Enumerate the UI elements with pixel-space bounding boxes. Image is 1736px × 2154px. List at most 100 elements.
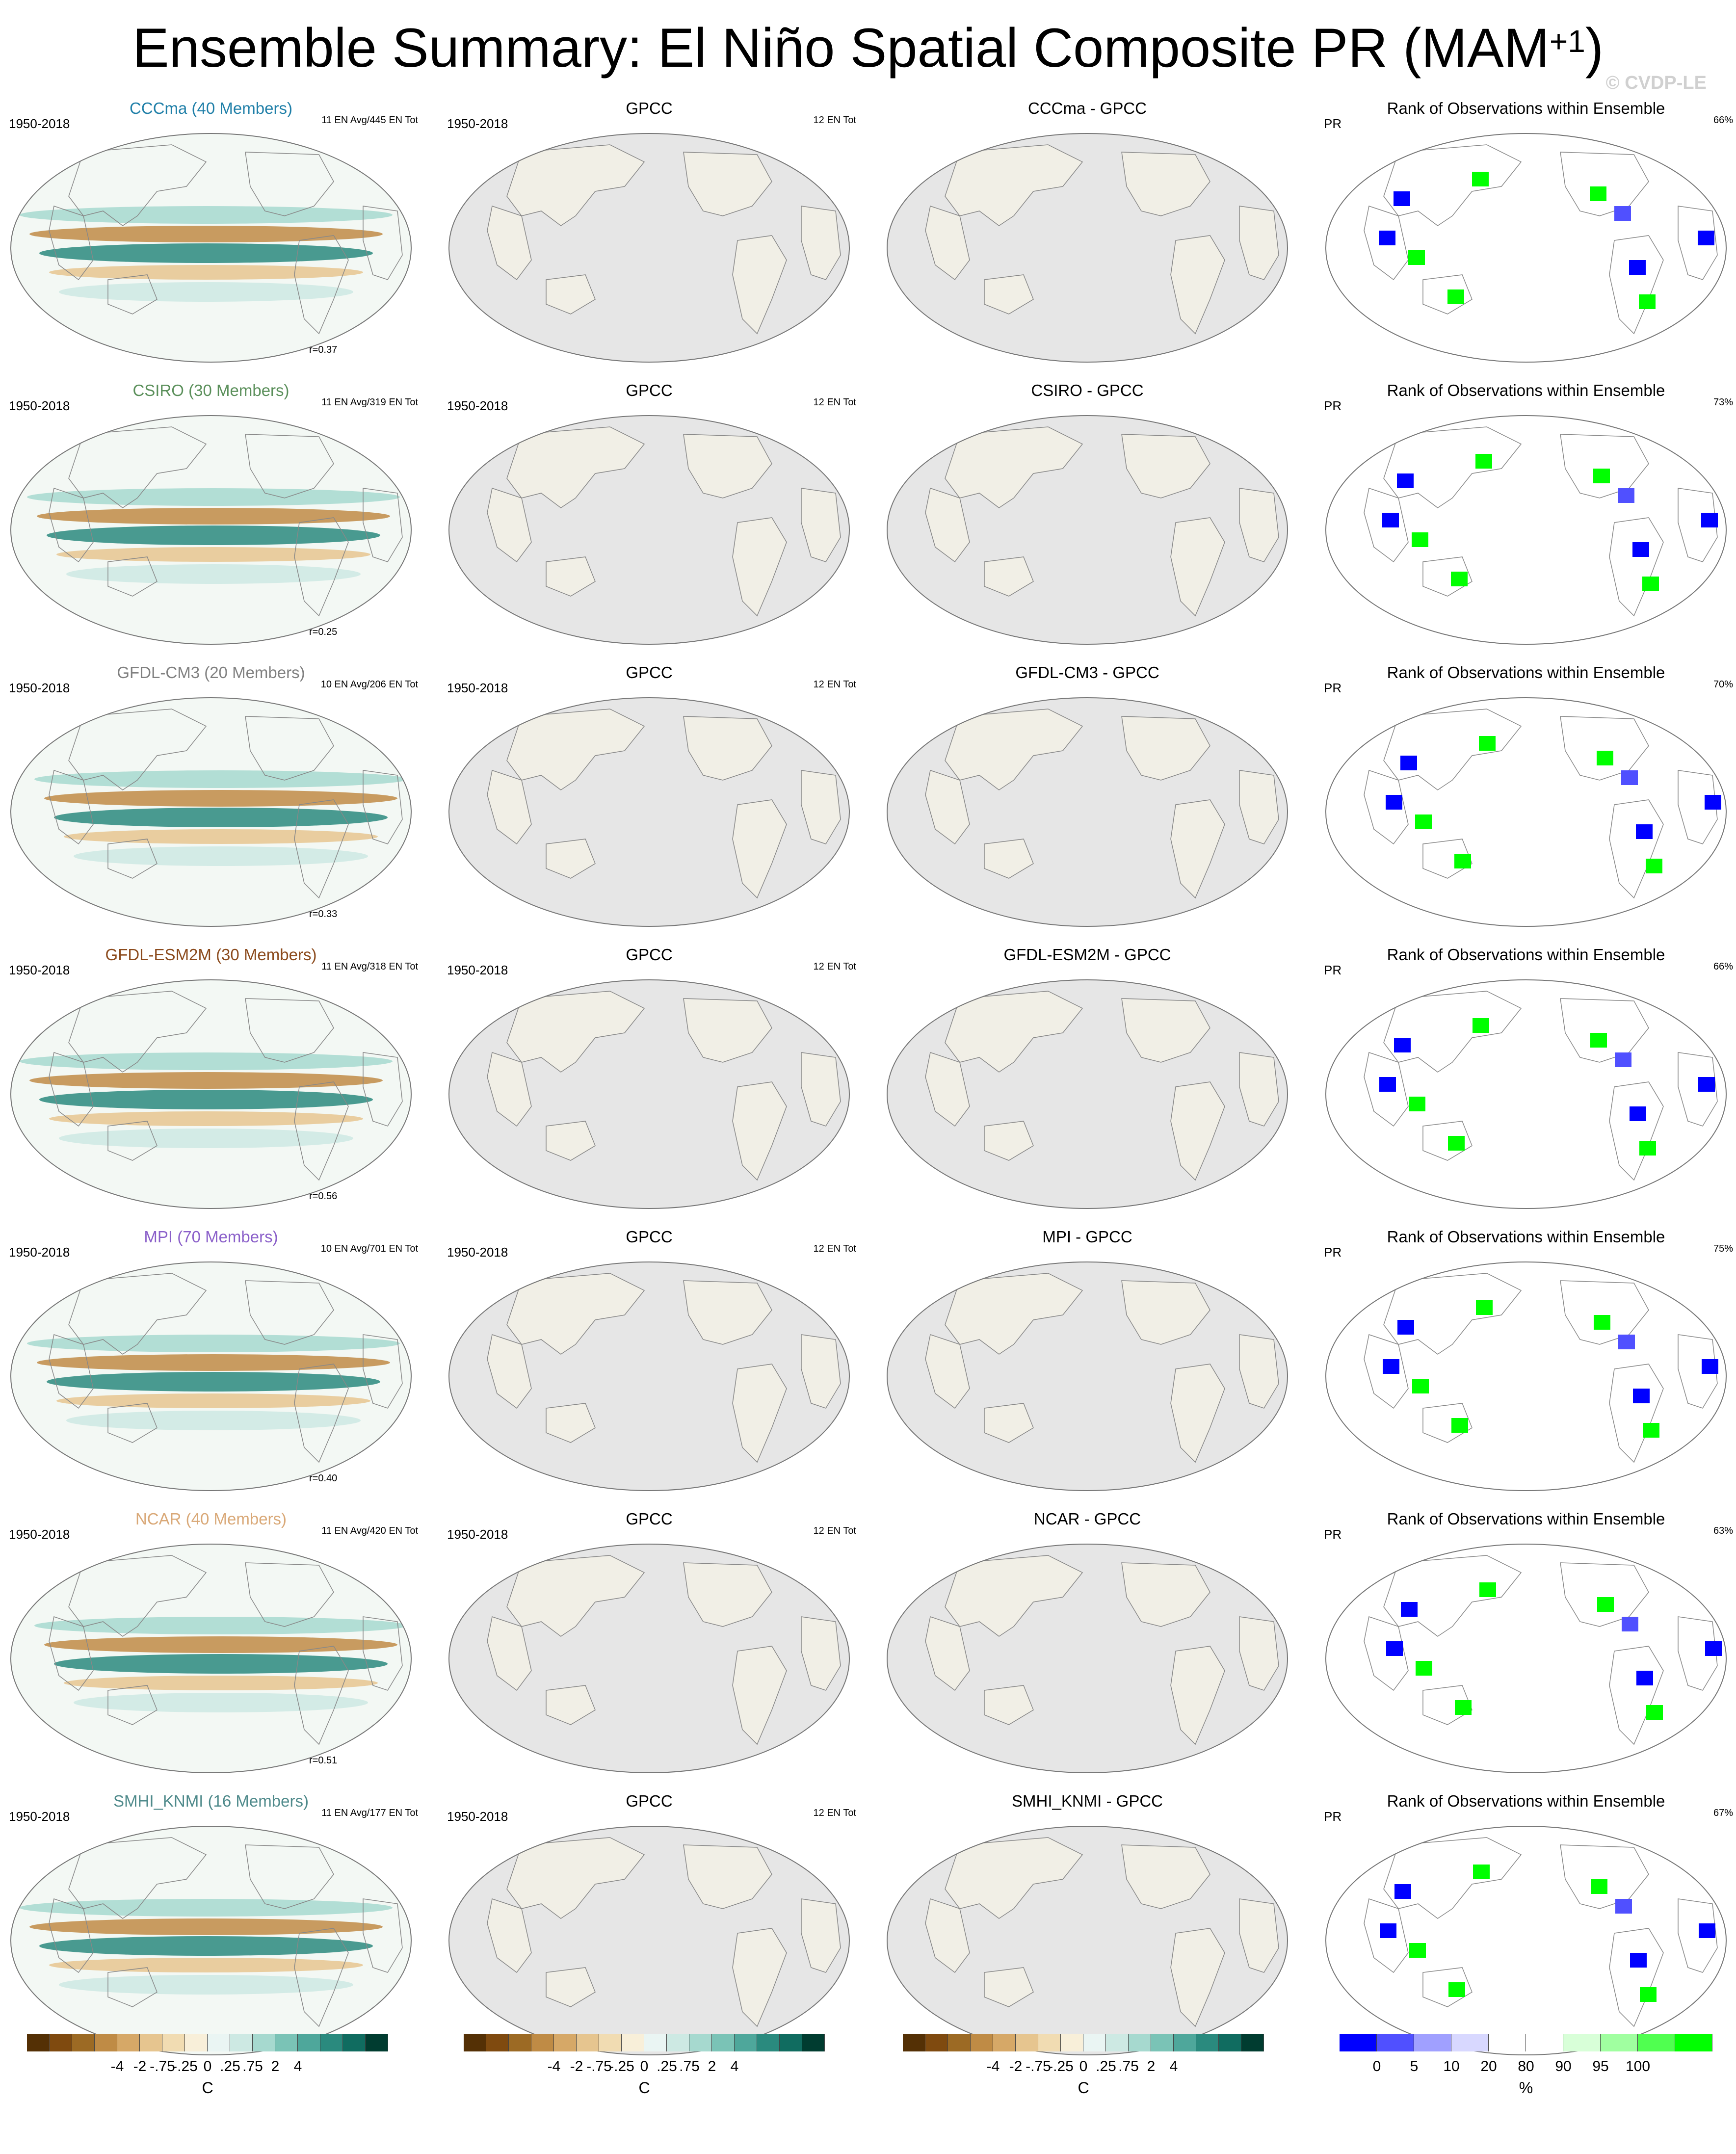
continent-outline [984, 274, 1034, 315]
model-map [10, 979, 412, 1209]
rank-cell [1451, 1418, 1468, 1433]
continent-outline [1383, 1273, 1522, 1355]
colorbar-tick-label: 5 [1410, 2058, 1419, 2075]
rank-cell [1639, 1141, 1656, 1156]
rank-cell [1591, 1879, 1607, 1894]
rank-map [1325, 1826, 1727, 2055]
colorbar-swatch [1414, 2034, 1451, 2051]
continent-outline [1239, 1052, 1279, 1127]
rank-title: Rank of Observations within Ensemble [1387, 1792, 1665, 1810]
colorbar-swatch [1196, 2034, 1219, 2051]
model-panel: GFDL-CM3 (20 Members) 1950-2018 10 EN Avg/… [0, 662, 422, 942]
continent-outline [49, 1334, 94, 1409]
en-info-label: 11 EN Avg/420 EN Tot [321, 1525, 418, 1536]
rank-panel: Rank of Observations within Ensemble PR 66… [1315, 98, 1736, 378]
rank-cell [1646, 859, 1662, 873]
rank-cell [1386, 1641, 1403, 1656]
rank-cell [1597, 751, 1613, 765]
map-border [887, 415, 1288, 645]
rank-panel: Rank of Observations within Ensemble PR 63… [1315, 1509, 1736, 1788]
diverging-colorbar: -4 -2 -.75 -.25 0 .25.75 2 4 C [903, 2034, 1276, 2107]
continent-outline [546, 1121, 596, 1161]
continent-outline [1422, 1967, 1473, 2007]
rank-cell [1639, 294, 1656, 309]
continent-outline [68, 426, 207, 508]
continent-outline [1383, 1837, 1522, 1919]
continent-outline [49, 206, 94, 281]
continent-outline [984, 839, 1034, 879]
map-background [1326, 1262, 1726, 1491]
figure-title: Ensemble Summary: El Niño Spatial Compos… [132, 17, 1604, 79]
map-border [448, 1544, 850, 1773]
difference-title: MPI - GPCC [1042, 1228, 1132, 1246]
map-border [887, 1261, 1288, 1491]
difference-panel: GFDL-ESM2M - GPCC [876, 945, 1298, 1224]
rank-title: Rank of Observations within Ensemble [1387, 99, 1665, 117]
model-title: GFDL-CM3 (20 Members) [117, 663, 305, 682]
colorbar-tick-label: -4 [547, 2058, 561, 2075]
map-border [10, 415, 412, 645]
continent-outline [1121, 716, 1210, 781]
continent-outline [1678, 770, 1718, 844]
continent-outline [984, 1403, 1034, 1443]
model-map [10, 133, 412, 363]
rank-cell [1473, 1865, 1490, 1879]
model-map [10, 1826, 412, 2055]
rank-cell [1408, 250, 1425, 265]
rank-cell [1473, 1018, 1489, 1033]
rank-cell [1705, 1641, 1722, 1656]
colorbar-tick-label: .75 [1118, 2058, 1139, 2075]
period-label: 1950-2018 [447, 963, 508, 977]
obs-map [448, 415, 850, 645]
obs-panel: GPCC 1950-2018 12 EN Tot [438, 380, 860, 660]
obs-panel: GPCC 1950-2018 12 EN Tot [438, 1791, 860, 2071]
model-title: GFDL-ESM2M (30 Members) [105, 946, 317, 964]
map-border [1325, 979, 1727, 1209]
rank-map [1325, 1261, 1727, 1491]
difference-title: GFDL-CM3 - GPCC [1015, 663, 1159, 682]
continent-outline [49, 770, 94, 845]
continent-outline [487, 1898, 532, 1973]
colorbar-tick-label: -.75 [586, 2058, 612, 2075]
rank-cell [1630, 1953, 1647, 1968]
colorbar-swatch [1377, 2034, 1414, 2051]
rank-cell [1699, 1923, 1715, 1938]
continent-outline [1170, 1364, 1225, 1463]
colorbar-swatch [925, 2034, 948, 2051]
continent-outline [945, 1273, 1083, 1355]
rank-cell [1701, 513, 1718, 527]
rank-title: Rank of Observations within Ensemble [1387, 381, 1665, 399]
continent-outline [1609, 1081, 1664, 1181]
rank-cell [1614, 206, 1631, 221]
continent-outline [732, 517, 787, 617]
rank-percent-label: 70% [1713, 679, 1733, 690]
anomaly-band [74, 846, 368, 866]
map-border [887, 1826, 1288, 2055]
continent-outline [1678, 206, 1718, 280]
map-border [1325, 415, 1727, 645]
continent-outline [1170, 517, 1225, 617]
obs-title: GPCC [626, 1510, 673, 1528]
pattern-correlation: r=0.56 [309, 1191, 338, 1202]
colorbar-tick-label: 0 [640, 2058, 649, 2075]
rank-cell [1382, 513, 1399, 527]
rank-cell [1397, 473, 1414, 488]
colorbar-swatch [971, 2034, 993, 2051]
period-label: 1950-2018 [9, 1245, 70, 1260]
diff-map [887, 415, 1288, 645]
rank-cell [1379, 231, 1395, 245]
rank-variable-label: PR [1324, 963, 1342, 977]
continent-outline [107, 274, 158, 315]
continent-outline [801, 1334, 841, 1409]
map-border [887, 697, 1288, 927]
colorbar-tick-label: -2 [1009, 2058, 1023, 2075]
pattern-correlation: r=0.33 [309, 909, 338, 919]
continent-outline [925, 770, 970, 845]
colorbar-swatch [1061, 2034, 1083, 2051]
colorbar-swatch [509, 2034, 531, 2051]
map-border [10, 133, 412, 363]
continent-outline [1170, 1928, 1225, 2027]
colorbar-tick-label: -2 [570, 2058, 583, 2075]
colorbar-swatch [780, 2034, 802, 2051]
